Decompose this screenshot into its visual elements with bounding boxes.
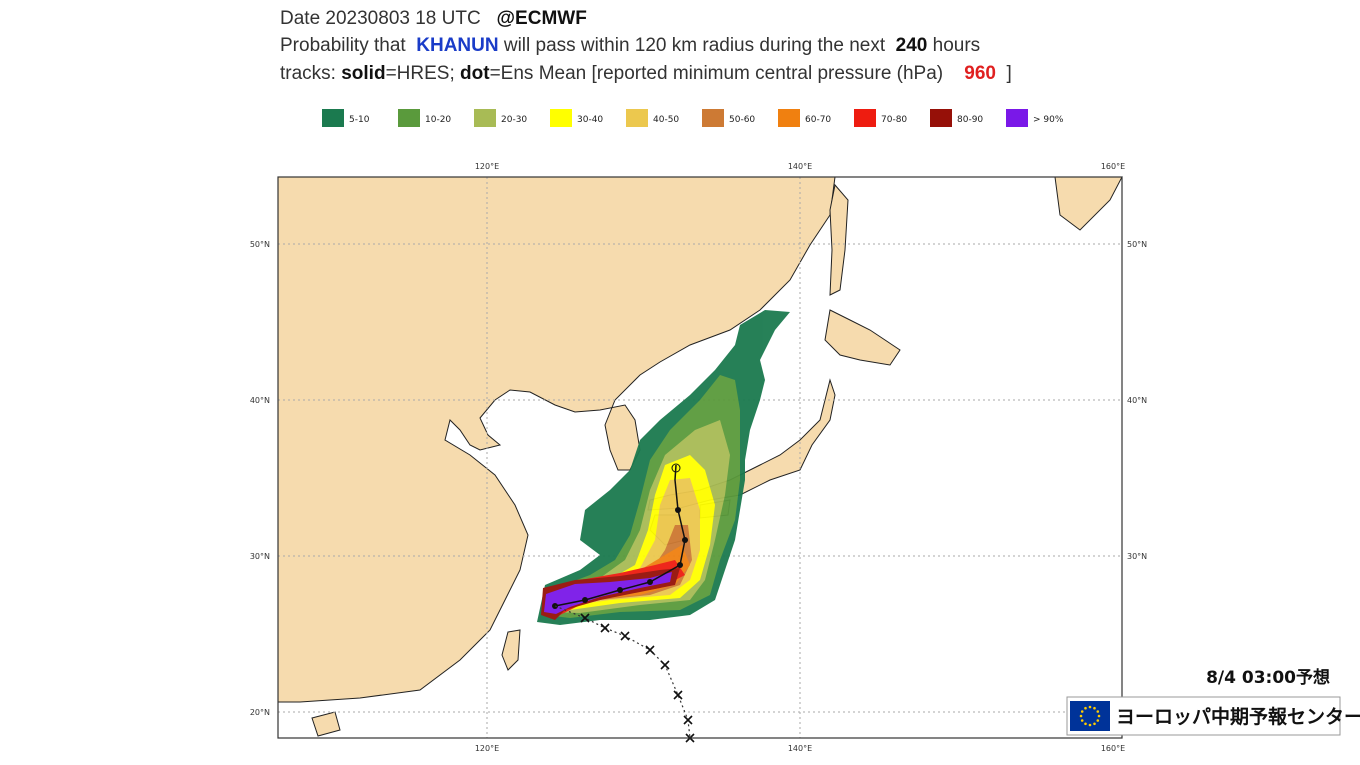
legend-swatch: [398, 109, 420, 127]
sakhalin: [829, 183, 849, 296]
track-point: [675, 507, 681, 513]
lat-label: 40°N: [250, 396, 270, 405]
lon-label: 160°E: [1101, 744, 1125, 753]
header-line: tracks: solid=HRES; dot=Ens Mean [report…: [280, 63, 1012, 85]
hokkaido: [824, 309, 901, 366]
lon-label: 140°E: [788, 162, 812, 171]
lat-label: 20°N: [250, 708, 270, 717]
track-point: [671, 463, 681, 473]
legend-swatch: [474, 109, 496, 127]
lat-label: 50°N: [250, 240, 270, 249]
taiwan: [501, 629, 521, 671]
hours: 240: [895, 35, 928, 56]
legend-swatch: [550, 109, 572, 127]
star: [1080, 710, 1084, 713]
star: [1088, 705, 1092, 709]
storm-name: KHANUN: [416, 35, 499, 56]
star: [1097, 714, 1101, 718]
eu-stars: [1079, 705, 1101, 727]
text: hours: [932, 35, 981, 56]
star: [1096, 719, 1100, 722]
track-x: [673, 690, 683, 700]
star: [1088, 723, 1092, 727]
pressure: 960: [964, 63, 996, 84]
legend-label: 70-80: [881, 115, 907, 125]
track-x: [620, 631, 630, 641]
banner: [1066, 696, 1341, 736]
track-point: [582, 597, 588, 603]
legend-swatch: [322, 109, 344, 127]
track-x: [580, 613, 590, 623]
legend-swatch: [1006, 109, 1028, 127]
header-line: Probability that KHANUN will pass within…: [280, 35, 980, 57]
forecast-time: 8/4 03:00予想: [1206, 667, 1330, 688]
legend-swatch: [778, 109, 800, 127]
date: Date 20230803 18 UTC: [280, 8, 481, 29]
legend-label: 20-30: [501, 115, 527, 125]
star: [1084, 722, 1087, 726]
star: [1084, 706, 1087, 710]
center-name: ヨーロッパ中期予報センター: [1116, 705, 1360, 728]
text: =Ens Mean [reported minimum central pres…: [489, 63, 944, 84]
star: [1096, 710, 1100, 713]
legend-label: 60-70: [805, 115, 831, 125]
track-x: [683, 715, 693, 725]
text: will pass within 120 km radius during th…: [503, 35, 886, 56]
text: solid: [341, 63, 386, 84]
legend-label: 30-40: [577, 115, 603, 125]
track-point: [647, 579, 653, 585]
track-point: [682, 537, 688, 543]
track-x: [645, 645, 655, 655]
legend-label: > 90%: [1033, 115, 1064, 125]
source: @ECMWF: [496, 8, 587, 29]
lon-label: 160°E: [1101, 162, 1125, 171]
legend-swatch: [702, 109, 724, 127]
probability-areas: [537, 310, 790, 625]
hainan: [311, 711, 341, 737]
star: [1080, 719, 1084, 722]
star: [1079, 714, 1083, 718]
mainland: [277, 176, 836, 703]
track-point: [617, 587, 623, 593]
lat-label: 30°N: [1127, 552, 1147, 561]
map-frame: [277, 176, 1123, 739]
header-line: Date 20230803 18 UTC @ECMWF: [280, 8, 587, 30]
legend-swatch: [854, 109, 876, 127]
star: [1093, 706, 1096, 710]
legend-label: 10-20: [425, 115, 451, 125]
eu-flag: [1070, 701, 1110, 731]
lon-label: 120°E: [475, 162, 499, 171]
lat-label: 30°N: [250, 552, 270, 561]
ens-track: [554, 605, 691, 739]
legend-label: 50-60: [729, 115, 755, 125]
lon-label: 120°E: [475, 744, 499, 753]
text: ]: [1006, 63, 1012, 84]
lon-label: 140°E: [788, 744, 812, 753]
lat-label: 50°N: [1127, 240, 1147, 249]
legend-swatch: [626, 109, 648, 127]
legend-label: 40-50: [653, 115, 679, 125]
text: dot: [460, 63, 490, 84]
text: Probability that: [280, 35, 406, 56]
legend-swatch: [930, 109, 952, 127]
ens-points: [580, 613, 695, 743]
track-x: [660, 660, 670, 670]
lat-label: 40°N: [1127, 396, 1147, 405]
text: =HRES;: [385, 63, 455, 84]
legend-label: 5-10: [349, 115, 370, 125]
legend: 5-10 10-20 20-30 30-40 40-50 50-60 60-70 70-80 8…: [322, 109, 1064, 127]
track-point: [677, 562, 683, 568]
track-x: [600, 623, 610, 633]
legend-label: 80-90: [957, 115, 983, 125]
text: tracks:: [280, 63, 336, 84]
star: [1093, 722, 1096, 726]
hres-points: [552, 463, 688, 609]
